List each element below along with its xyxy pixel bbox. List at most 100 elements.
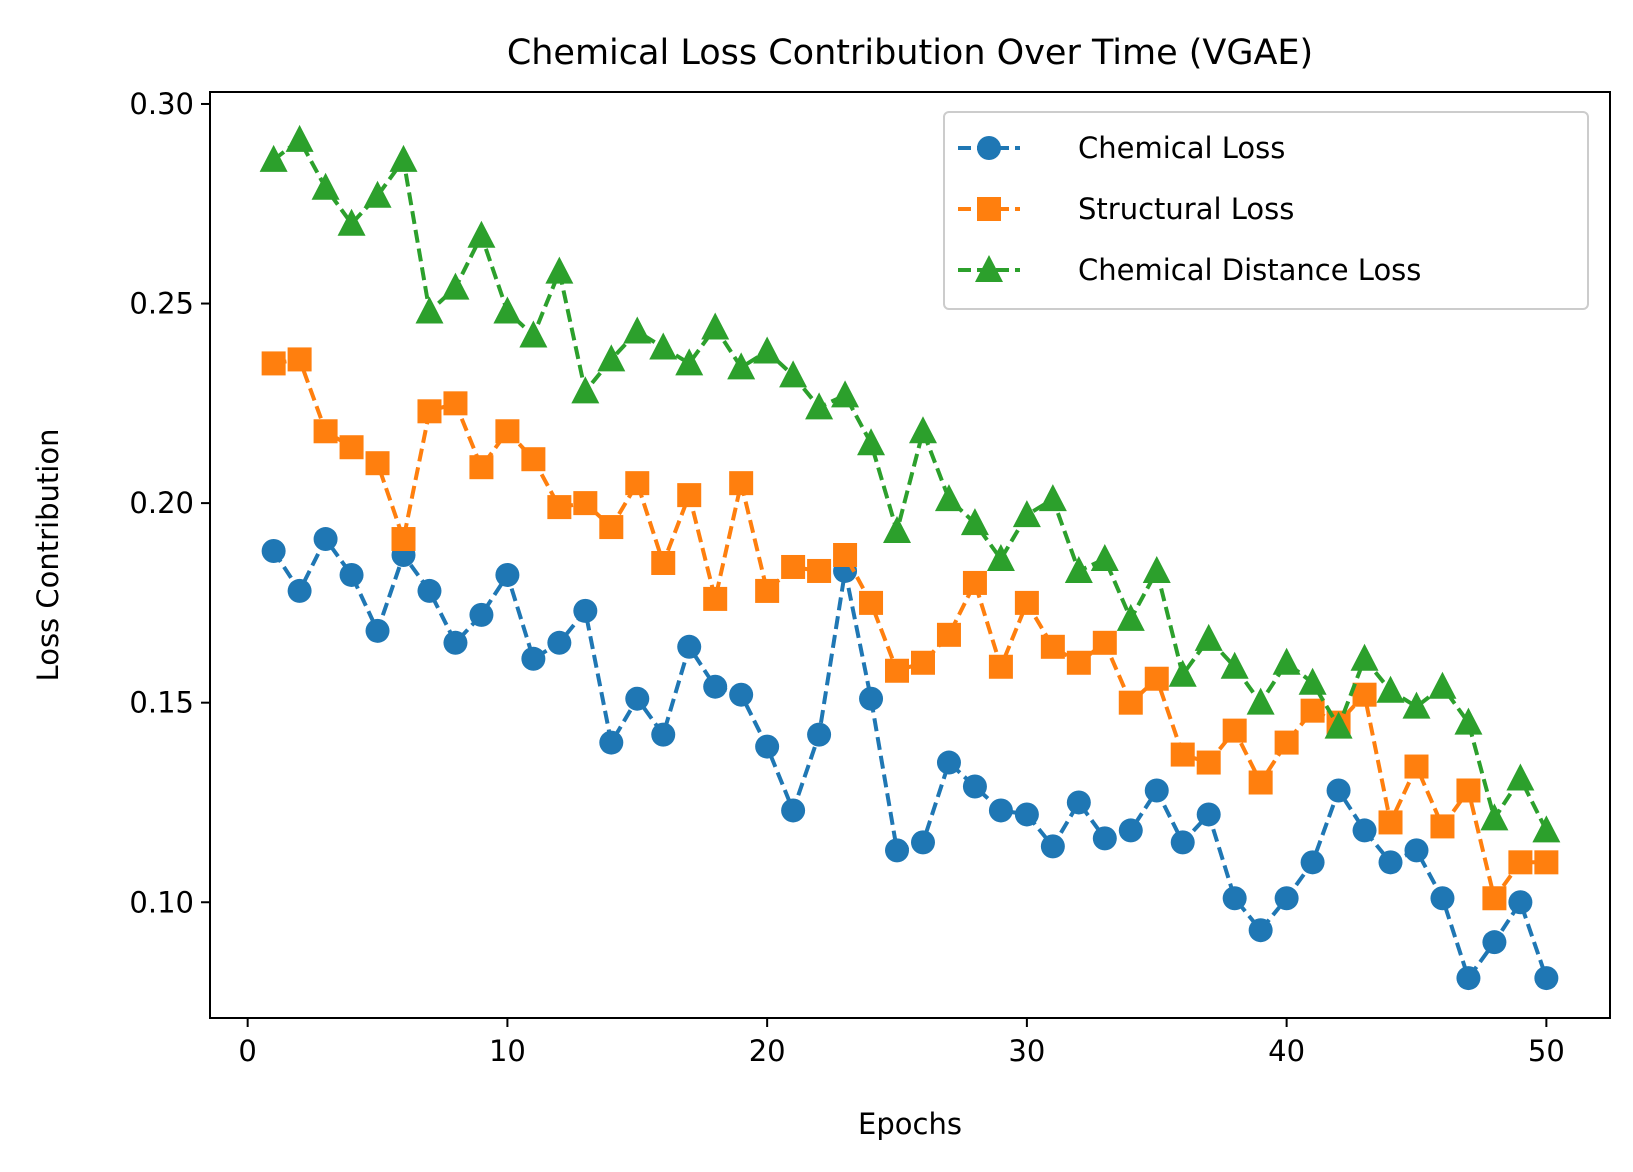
- data-point: [703, 586, 728, 611]
- data-point: [936, 622, 961, 647]
- data-point: [625, 686, 650, 711]
- data-point: [1274, 886, 1299, 911]
- data-point: [521, 646, 546, 671]
- data-point: [1194, 623, 1223, 651]
- data-point: [729, 471, 754, 496]
- data-point: [677, 483, 702, 508]
- data-point: [1066, 650, 1091, 675]
- data-point: [1534, 966, 1559, 991]
- data-point: [988, 798, 1013, 823]
- y-tick-label: 0.15: [129, 686, 194, 720]
- data-point: [1170, 742, 1195, 767]
- data-point: [1040, 834, 1065, 859]
- x-tick-label: 50: [1528, 1034, 1565, 1068]
- legend-marker-circle: [977, 136, 1001, 160]
- data-point: [831, 380, 860, 408]
- legend-label: Chemical Distance Loss: [1078, 253, 1421, 287]
- legend-label: Structural Loss: [1078, 192, 1294, 226]
- x-tick-label: 30: [1008, 1034, 1045, 1068]
- data-point: [908, 416, 937, 444]
- data-point: [1506, 763, 1535, 791]
- data-point: [1298, 667, 1327, 695]
- series-triangle: [259, 124, 1561, 843]
- data-point: [1376, 675, 1405, 703]
- data-point: [1454, 707, 1483, 735]
- data-point: [599, 515, 624, 540]
- x-tick-label: 20: [749, 1034, 786, 1068]
- data-point: [753, 336, 782, 364]
- data-point: [1352, 818, 1377, 843]
- data-point: [571, 376, 600, 404]
- data-point: [1222, 886, 1247, 911]
- data-point: [910, 830, 935, 855]
- x-tick-label: 0: [238, 1034, 256, 1068]
- data-point: [311, 172, 340, 200]
- data-point: [833, 543, 858, 567]
- data-point: [1480, 803, 1509, 831]
- data-point: [962, 570, 987, 595]
- data-point: [1430, 886, 1455, 911]
- data-point: [1482, 886, 1507, 911]
- data-point: [287, 347, 312, 372]
- data-point: [495, 562, 520, 587]
- data-point: [519, 320, 548, 348]
- data-point: [1066, 790, 1091, 815]
- data-point: [287, 578, 312, 603]
- data-point: [1404, 754, 1429, 779]
- data-point: [1142, 555, 1171, 583]
- data-point: [885, 658, 910, 683]
- data-point: [1404, 838, 1429, 863]
- data-point: [1168, 659, 1197, 687]
- data-point: [1378, 850, 1403, 875]
- data-point: [1534, 850, 1559, 875]
- data-point: [1222, 718, 1247, 743]
- data-point: [469, 602, 494, 627]
- y-tick-label: 0.10: [129, 885, 194, 919]
- data-point: [755, 734, 780, 759]
- data-point: [417, 578, 442, 603]
- data-point: [807, 722, 832, 747]
- data-point: [1220, 651, 1249, 679]
- data-point: [857, 428, 886, 456]
- data-point: [285, 124, 314, 152]
- data-point: [1456, 966, 1481, 991]
- data-point: [1300, 698, 1325, 723]
- data-point: [1118, 818, 1143, 843]
- data-point: [885, 838, 910, 863]
- data-point: [701, 312, 730, 340]
- data-point: [1064, 555, 1093, 583]
- data-point: [1038, 484, 1067, 512]
- data-point: [365, 451, 390, 476]
- data-point: [651, 550, 676, 575]
- data-point: [1092, 630, 1117, 655]
- data-point: [1402, 691, 1431, 719]
- x-tick-label: 10: [489, 1034, 526, 1068]
- data-point: [1274, 730, 1299, 755]
- data-point: [261, 539, 286, 564]
- data-point: [962, 774, 987, 799]
- data-point: [339, 435, 364, 460]
- axes-layer: 0 10 20 30 40 50 0.10 0.15 0.20 0.25 0.30: [129, 87, 1611, 1068]
- legend-marker-square: [977, 197, 1001, 221]
- legend-marker-triangle: [975, 255, 1003, 282]
- data-point: [1144, 778, 1169, 803]
- data-point: [1352, 682, 1377, 707]
- y-tick-label: 0.30: [129, 87, 194, 121]
- data-point: [781, 798, 806, 823]
- data-point: [781, 554, 806, 579]
- data-point: [495, 419, 520, 444]
- data-point: [910, 650, 935, 675]
- data-point: [934, 484, 963, 512]
- legend-item: Structural Loss: [958, 192, 1294, 226]
- data-point: [1430, 814, 1455, 839]
- data-point: [1012, 500, 1041, 528]
- legend-item: Chemical Loss: [958, 131, 1285, 165]
- data-point: [625, 471, 650, 496]
- data-point: [1248, 918, 1273, 943]
- data-point: [313, 419, 338, 444]
- data-point: [936, 750, 961, 775]
- data-point: [729, 682, 754, 707]
- data-point: [727, 352, 756, 380]
- x-axis-label: Epochs: [858, 1107, 962, 1141]
- data-point: [677, 634, 702, 659]
